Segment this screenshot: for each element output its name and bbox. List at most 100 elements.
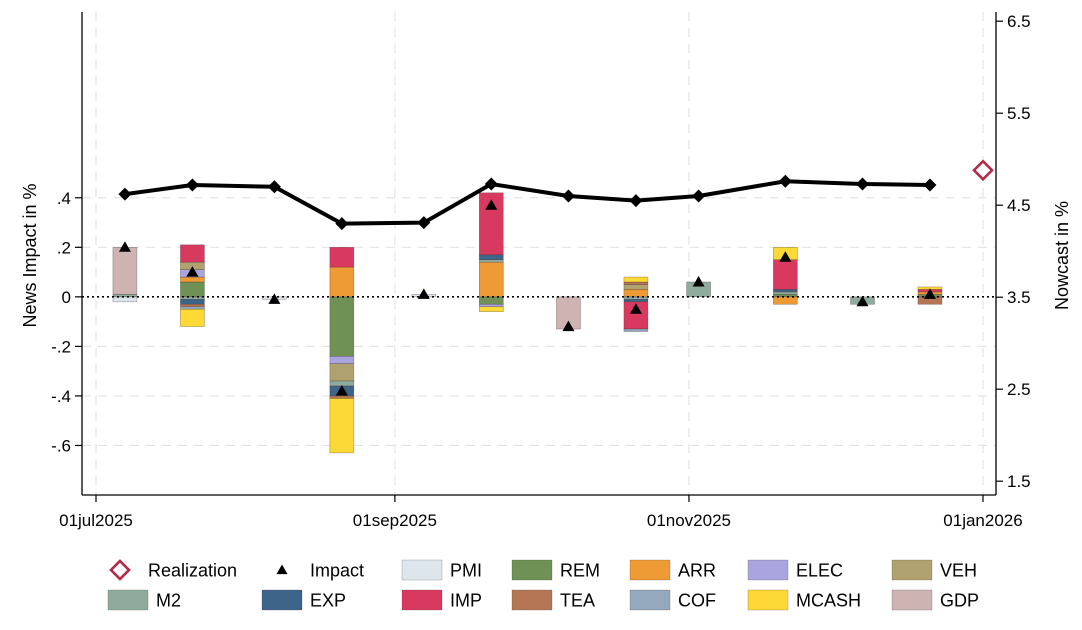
bar-segment-mcash-3 (329, 398, 355, 454)
impact-marker-0 (118, 241, 131, 252)
bar-segment-mcash-7 (623, 276, 649, 283)
legend-label-mcash: MCASH (796, 591, 861, 611)
legend-key-exp (261, 589, 303, 611)
x-tick-label-1: 01sep2025 (353, 511, 437, 530)
bar-segment-arr-9 (773, 296, 798, 305)
bar-segment-veh-3 (329, 363, 355, 382)
legend: Realization Impact PMI REM ARR ELEC VEH M2 EXP IM… (107, 559, 979, 611)
x-tick-label-3: 01jan2026 (943, 511, 1022, 530)
legend-label-rem: REM (560, 561, 600, 581)
impact-marker-2 (268, 293, 281, 304)
right-tick-label-5: 6.5 (1007, 12, 1031, 31)
impact-marker-10 (856, 295, 869, 307)
left-tick-label-5: .4 (57, 189, 71, 208)
left-tick-label-1: -.4 (51, 387, 71, 406)
nowcast-point-7 (629, 194, 643, 208)
bar-segment-imp-3 (329, 247, 355, 268)
x-tick-label-2: 01nov2025 (647, 511, 731, 530)
impact-marker-5 (485, 199, 498, 210)
x-tick-label-0: 01jul2025 (59, 511, 133, 530)
left-tick-label-0: -.6 (51, 436, 71, 455)
gridlines (82, 12, 996, 495)
nowcast-series-line (124, 179, 931, 226)
left-tick-label-4: .2 (57, 238, 71, 257)
bar-segment-elec-3 (329, 355, 355, 365)
nowcast-line (118, 174, 937, 231)
legend-key-arr (629, 559, 671, 581)
nowcast-point-2 (267, 180, 281, 194)
bar-segment-exp-1 (180, 299, 205, 305)
realization-marker (972, 159, 994, 182)
bar-segment-arr-3 (329, 266, 355, 298)
bar-segment-cof-7 (623, 328, 649, 332)
legend-label-arr: ARR (678, 561, 716, 581)
bar-segment-arr-1 (180, 276, 205, 283)
bar-segment-mcash-1 (180, 308, 205, 327)
right-tick-label-1: 2.5 (1007, 380, 1031, 399)
legend-key-cof (629, 589, 671, 611)
axes: -.6 -.4 -.2 0 .2 .4 1.5 2.5 3.5 4.5 5.5 6.5 01jul202… (20, 12, 1072, 530)
bar-segment-mcash-5 (478, 306, 504, 313)
impact-marker-4 (417, 288, 430, 299)
legend-key-pmi (401, 559, 443, 581)
legend-key-realization (109, 559, 131, 581)
legend-key-rem (511, 559, 553, 581)
left-tick-label-3: 0 (62, 288, 71, 307)
nowcast-point-5 (484, 177, 498, 191)
bar-segment-m2-9 (773, 291, 798, 295)
legend-label-tea: TEA (560, 591, 595, 611)
legend-label-elec: ELEC (796, 561, 843, 581)
nowcast-point-0 (118, 187, 132, 201)
right-tick-label-4: 5.5 (1007, 104, 1031, 123)
impact-marker-3 (335, 384, 348, 396)
legend-key-mcash (747, 589, 789, 611)
bar-segment-rem-5 (478, 296, 504, 305)
bar-segment-imp-9 (773, 259, 798, 290)
bar-segment-gdp-0 (112, 247, 138, 295)
legend-key-tea (511, 589, 553, 611)
legend-label-gdp: GDP (940, 591, 979, 611)
bar-segment-tea-3 (329, 395, 355, 399)
stacked-bars (112, 192, 943, 454)
legend-key-gdp (891, 589, 933, 611)
legend-key-m2 (107, 589, 149, 611)
legend-key-elec (747, 559, 789, 581)
impact-marker-1 (186, 266, 199, 277)
bar-segment-tea-7 (623, 281, 649, 285)
bar-segment-tea-1 (180, 303, 205, 308)
legend-key-impact (276, 564, 288, 575)
legend-label-imp: IMP (450, 591, 482, 611)
nowcast-point-9 (778, 174, 792, 188)
legend-label-realization: Realization (148, 561, 237, 581)
impact-marker-11 (923, 288, 936, 299)
impact-marker-8 (692, 275, 705, 287)
legend-label-cof: COF (678, 591, 716, 611)
legend-label-pmi: PMI (450, 561, 482, 581)
nowcast-point-3 (335, 217, 349, 231)
left-axis-title: News Impact in % (20, 183, 40, 327)
impact-marker-6 (562, 320, 575, 332)
bar-segment-elec-5 (478, 303, 504, 308)
right-tick-label-0: 1.5 (1007, 472, 1031, 491)
nowcast-point-8 (692, 189, 706, 203)
legend-label-exp: EXP (310, 591, 346, 611)
bar-segment-exp-7 (623, 299, 649, 303)
nowcast-point-1 (185, 178, 199, 192)
bar-segment-arr-5 (478, 261, 504, 298)
nowcast-point-11 (923, 178, 937, 192)
left-tick-label-2: -.2 (51, 337, 71, 356)
impact-marker-7 (629, 303, 642, 314)
bar-segment-imp-1 (180, 244, 205, 263)
bar-segment-exp-5 (478, 254, 504, 260)
bar-segment-cof-1 (180, 306, 205, 310)
legend-key-veh (891, 559, 933, 581)
right-tick-label-3: 4.5 (1007, 196, 1031, 215)
legend-label-veh: VEH (940, 561, 977, 581)
right-tick-label-2: 3.5 (1007, 288, 1031, 307)
nowcast-point-6 (561, 189, 575, 203)
impact-markers (118, 159, 994, 396)
bar-segment-rem-3 (329, 296, 355, 357)
bar-segment-rem-1 (180, 281, 205, 298)
legend-key-imp (401, 589, 443, 611)
